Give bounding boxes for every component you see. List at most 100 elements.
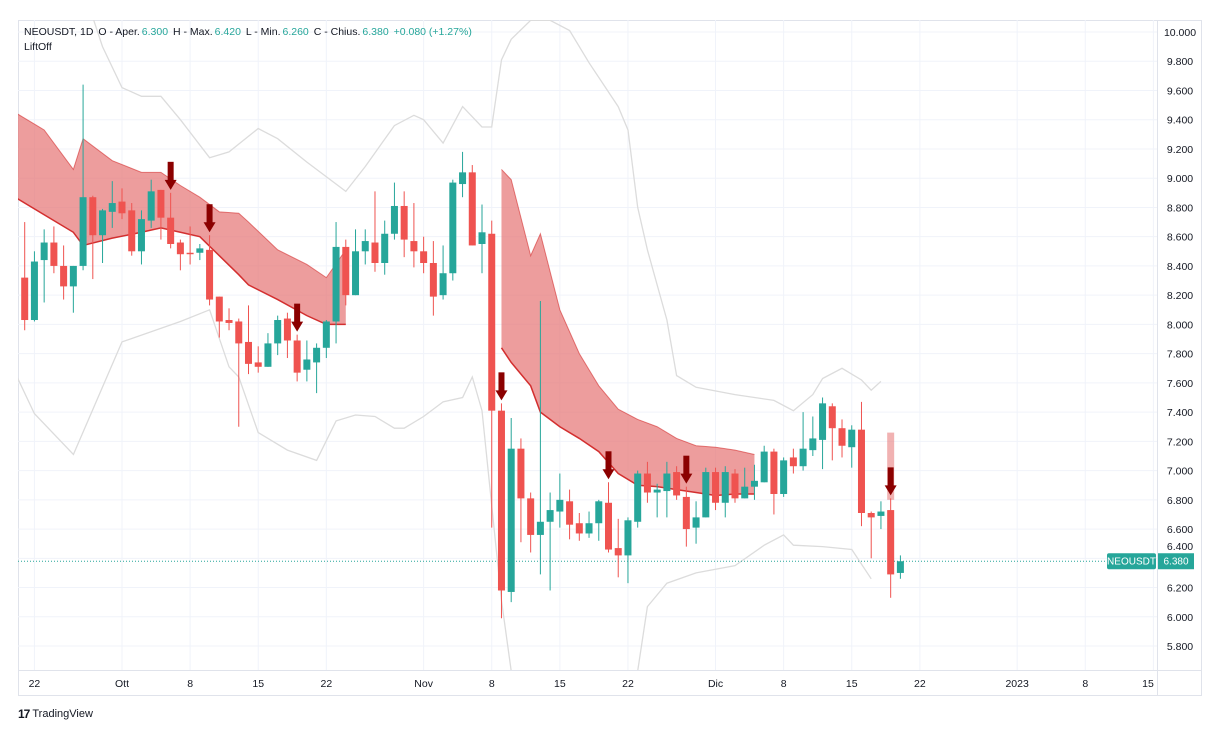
sell-arrow-shaft (498, 372, 505, 392)
close-label: C - Chius. (313, 26, 361, 38)
candle-body (896, 561, 904, 573)
candle (147, 179, 155, 228)
candle (643, 461, 651, 503)
sell-arrow-head (291, 321, 304, 332)
sell-arrow-head (495, 390, 508, 401)
y-tick-label: 10.000 (1164, 27, 1196, 39)
candle (79, 84, 87, 271)
candle (536, 301, 544, 575)
candle (196, 243, 204, 261)
candle (605, 482, 612, 553)
candle-body (147, 191, 155, 221)
candle-body (634, 473, 642, 522)
candle-body (196, 248, 204, 253)
candle (50, 226, 58, 274)
sell-arrow-shaft (167, 161, 174, 181)
candle-body (137, 219, 145, 252)
candle (721, 466, 729, 518)
candle-body (283, 318, 291, 341)
x-tick-label: Ott (115, 678, 129, 690)
candle (527, 492, 535, 553)
time-axis[interactable]: 22 Ott 8 15 22 Nov 8 15 22 Dic 8 15 22 2023 8 15 (29, 678, 1154, 690)
candle (828, 403, 836, 461)
bands (18, 20, 882, 670)
x-tick-label: 8 (1082, 678, 1088, 690)
x-tick-label: 15 (1142, 678, 1154, 690)
candle-body (702, 472, 710, 518)
candle-body (79, 197, 87, 266)
candle (478, 204, 486, 274)
y-tick-label: 9.200 (1167, 144, 1193, 156)
candle-body (254, 362, 262, 367)
candle (556, 473, 564, 528)
candle (186, 226, 194, 265)
candle-body (274, 320, 282, 344)
candle-body (546, 510, 554, 522)
x-tick-label: 15 (252, 678, 264, 690)
candle (322, 320, 330, 359)
candle-body (877, 511, 885, 516)
tradingview-logo[interactable]: 17 TradingView (18, 707, 93, 721)
candle (682, 486, 690, 547)
candle-body (536, 521, 544, 535)
y-tick-label: 8.200 (1167, 290, 1193, 302)
candle (877, 501, 885, 530)
sell-arrow-icon (495, 372, 508, 401)
y-tick-label: 8.400 (1167, 261, 1193, 273)
x-tick-label: 15 (846, 678, 858, 690)
candle-body (332, 246, 340, 322)
x-tick-label: 8 (489, 678, 495, 690)
candle-body (575, 523, 583, 534)
candle (702, 467, 710, 518)
chart-frame (18, 20, 1202, 696)
candle-body (673, 472, 681, 496)
candle (809, 416, 817, 456)
candle (585, 511, 593, 538)
y-tick-label: 8.600 (1167, 232, 1193, 244)
candle (857, 401, 865, 527)
candle-body (478, 232, 486, 244)
candle-body (21, 277, 29, 321)
candle (760, 445, 768, 483)
y-tick-label: 9.800 (1167, 56, 1193, 68)
candle-body (449, 182, 457, 274)
candle-body (69, 265, 77, 287)
open-value: 6.300 (141, 26, 169, 38)
candle (750, 464, 758, 500)
candle-body (585, 523, 593, 534)
candle-body (741, 486, 749, 499)
candle (673, 466, 681, 500)
candle (595, 499, 603, 541)
candle (566, 489, 574, 540)
x-tick-label: 22 (622, 678, 634, 690)
low-value: 6.260 (282, 26, 309, 38)
candle-body (682, 496, 690, 530)
x-tick-label: Dic (708, 678, 723, 690)
sell-arrow-head (680, 473, 693, 484)
candle (108, 181, 116, 228)
tradingview-logo-text: TradingView (32, 708, 93, 720)
candle-body (809, 438, 817, 451)
candle (293, 334, 301, 382)
candle-body (420, 251, 428, 263)
candle (780, 457, 788, 497)
cloud-segment (501, 169, 755, 496)
price-axis[interactable]: 10.000 9.800 9.600 9.400 9.200 9.000 8.800 8.60… (1164, 27, 1196, 653)
sell-arrow-icon (680, 455, 693, 484)
price-tag-value-box (1158, 553, 1194, 570)
candle (167, 192, 175, 249)
candle-body (225, 320, 233, 323)
candle (488, 220, 496, 528)
candle (770, 448, 778, 515)
candle-body (118, 201, 126, 214)
candle (69, 265, 77, 313)
candle (137, 210, 145, 265)
candle (731, 469, 739, 503)
sell-arrow-icon (884, 467, 897, 496)
candle (215, 296, 223, 338)
candle (225, 308, 233, 331)
candle-body (605, 502, 612, 550)
candle (468, 165, 476, 246)
candle (848, 425, 856, 468)
